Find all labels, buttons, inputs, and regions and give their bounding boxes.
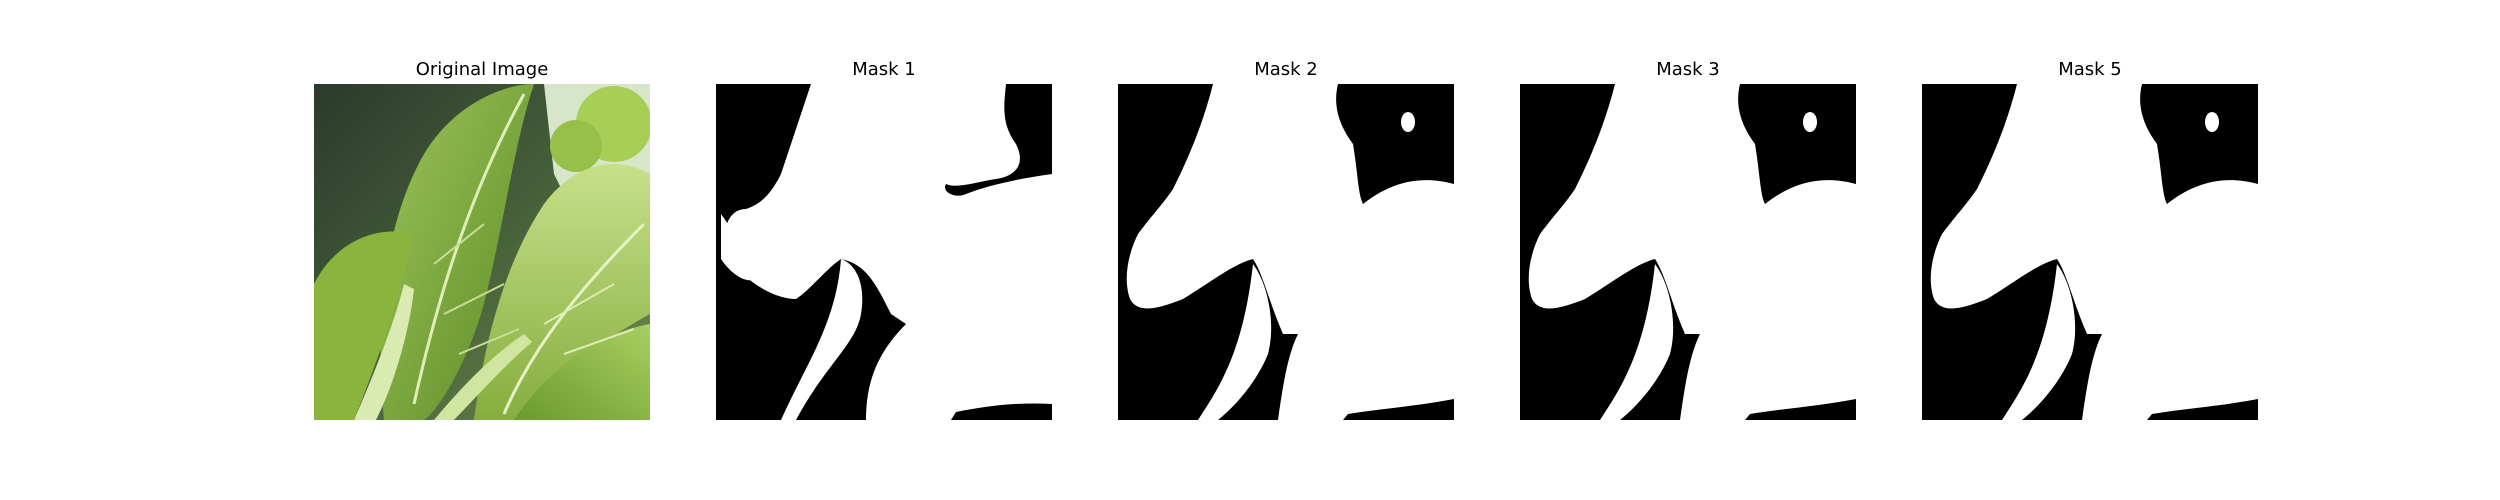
mask-image xyxy=(716,84,1052,420)
mask-2-shape xyxy=(1118,84,1454,420)
panel-original-image: Original Image xyxy=(314,0,650,500)
panel-title: Mask 3 xyxy=(1656,59,1720,80)
mask-1-shape xyxy=(716,84,1052,420)
panel-title: Mask 5 xyxy=(2058,59,2122,80)
mask-5-shape xyxy=(1922,84,2258,420)
leaf-photo-illustration xyxy=(314,84,650,420)
original-photo xyxy=(314,84,650,420)
mask-image xyxy=(1922,84,2258,420)
panel-mask-2: Mask 2 xyxy=(1118,0,1454,500)
panel-mask-3: Mask 3 xyxy=(1520,0,1856,500)
mask-image xyxy=(1118,84,1454,420)
mask-image xyxy=(1520,84,1856,420)
panel-title: Original Image xyxy=(415,59,549,80)
panel-mask-5: Mask 5 xyxy=(1922,0,2258,500)
panel-title: Mask 2 xyxy=(1254,59,1318,80)
panel-mask-1: Mask 1 xyxy=(716,0,1052,500)
mask-3-shape xyxy=(1520,84,1856,420)
panel-title: Mask 1 xyxy=(852,59,916,80)
